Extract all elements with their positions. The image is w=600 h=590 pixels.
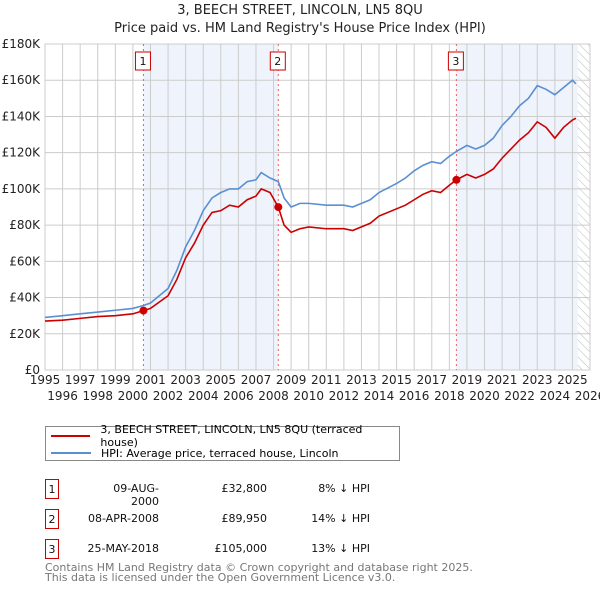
sale-marker-label: 3 [452, 55, 459, 68]
legend: 3, BEECH STREET, LINCOLN, LN5 8QU (terra… [45, 423, 400, 461]
footer-licence: This data is licensed under the Open Gov… [45, 571, 396, 584]
y-tick-label: £180K [2, 37, 42, 51]
sale-marker-box [447, 51, 464, 71]
sale-marker-box [134, 51, 151, 71]
sale-hpi-diff: 14% ↓ HPI [311, 512, 370, 525]
x-tick-label: 2012 [329, 389, 360, 403]
sale-row: 2 08-APR-2008 £89,950 14% ↓ HPI [45, 509, 445, 531]
footer-copyright: Contains HM Land Registry data © Crown c… [45, 561, 473, 574]
y-tick-label: £140K [2, 109, 42, 123]
sale-marker-label: 2 [274, 55, 281, 68]
y-tick-label: £60K [9, 254, 41, 268]
legend-label: 3, BEECH STREET, LINCOLN, LN5 8QU (terra… [100, 423, 363, 449]
sale-point [139, 306, 148, 315]
y-tick-label: £160K [2, 73, 42, 87]
legend-swatch-red [51, 435, 91, 437]
x-tick-label: 1997 [65, 373, 96, 387]
sale-row: 1 09-AUG-2000 £32,800 8% ↓ HPI [45, 479, 445, 508]
forecast-hatch [577, 44, 590, 370]
y-tick-label: £40K [9, 291, 41, 305]
x-tick-label: 2026 [575, 389, 600, 403]
x-tick-label: 2015 [381, 373, 412, 387]
x-tick-label: 2010 [293, 389, 324, 403]
price-paid-line [44, 117, 577, 322]
x-tick-label: 2017 [417, 373, 448, 387]
x-tick-label: 2020 [469, 389, 500, 403]
y-tick-label: £0 [25, 363, 40, 377]
hpi-line [44, 79, 577, 319]
sale-point [274, 203, 283, 212]
sale-marker-box: 3 [45, 539, 59, 559]
y-tick-label: £120K [2, 146, 42, 160]
x-tick-label: 2011 [311, 373, 342, 387]
line-chart: £0 £20K £40K £60K £80K £100K £120K £140K £160K £1… [2, 37, 600, 403]
chart-subtitle: Price paid vs. HM Land Registry's House … [114, 21, 486, 36]
x-tick-label: 2023 [522, 373, 553, 387]
x-tick-label: 2005 [206, 373, 237, 387]
x-tick-label: 1998 [82, 389, 113, 403]
x-tick-label: 2003 [170, 373, 201, 387]
sale-marker-box [269, 51, 286, 71]
shaded-region [456, 44, 578, 370]
x-tick-label: 2008 [258, 389, 289, 403]
x-tick-label: 2009 [276, 373, 307, 387]
y-tick-label: £20K [9, 327, 41, 341]
x-tick-label: 2024 [540, 389, 571, 403]
chart-title: 3, BEECH STREET, LINCOLN, LN5 8QU [177, 3, 423, 18]
sale-marker-box: 2 [45, 509, 59, 529]
sale-marker-label: 1 [139, 55, 146, 68]
y-tick-label: £100K [2, 182, 42, 196]
sale-date: 09-AUG-2000 [113, 482, 159, 508]
sale-hpi-diff: 8% ↓ HPI [318, 482, 370, 495]
x-tick-label: 2013 [346, 373, 377, 387]
x-tick-label: 2006 [223, 389, 254, 403]
x-tick-label: 2002 [153, 389, 184, 403]
sale-row: 3 25-MAY-2018 £105,000 13% ↓ HPI [45, 539, 445, 561]
x-tick-label: 2000 [118, 389, 149, 403]
x-tick-label: 2022 [504, 389, 535, 403]
x-tick-label: 2018 [434, 389, 465, 403]
x-tick-label: 1996 [47, 389, 78, 403]
x-tick-label: 2014 [364, 389, 395, 403]
x-tick-label: 2021 [487, 373, 518, 387]
sale-hpi-diff: 13% ↓ HPI [311, 542, 370, 555]
x-tick-label: 1995 [30, 373, 61, 387]
x-tick-label: 2016 [399, 389, 430, 403]
y-tick-label: £80K [9, 218, 41, 232]
sale-price: £89,950 [221, 512, 268, 525]
sale-marker-box: 1 [45, 479, 59, 499]
x-tick-label: 2004 [188, 389, 219, 403]
sale-date: 08-APR-2008 [87, 512, 159, 525]
x-tick-label: 2007 [241, 373, 272, 387]
legend-item-hpi: HPI: Average price, terraced house, Linc… [51, 445, 338, 461]
sale-point [452, 175, 461, 184]
sale-price: £32,800 [221, 482, 268, 495]
x-tick-label: 1999 [100, 373, 131, 387]
legend-label: HPI: Average price, terraced house, Linc… [101, 446, 339, 460]
shaded-region [143, 44, 279, 370]
sale-date: 25-MAY-2018 [87, 542, 159, 555]
x-tick-label: 2019 [452, 373, 483, 387]
legend-swatch-blue [51, 452, 91, 454]
x-tick-label: 2001 [135, 373, 166, 387]
x-tick-label: 2025 [557, 373, 588, 387]
plot-frame [44, 43, 591, 371]
sale-price: £105,000 [214, 542, 268, 555]
legend-item-property: 3, BEECH STREET, LINCOLN, LN5 8QU (terra… [51, 423, 399, 449]
